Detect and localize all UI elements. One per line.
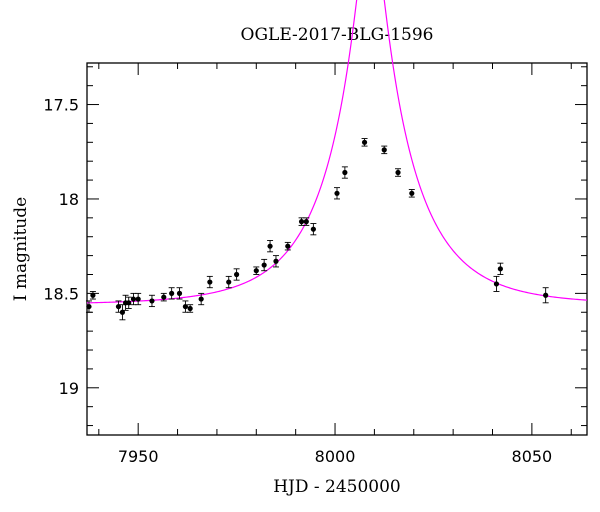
data-point (303, 217, 310, 226)
point-marker (395, 169, 401, 176)
data-point (233, 268, 240, 281)
point-marker (234, 271, 240, 278)
axis-ticks (87, 63, 587, 435)
y-tick-label: 17.5 (43, 96, 79, 115)
data-point (341, 166, 348, 179)
x-tick-label: 7950 (118, 447, 159, 466)
point-marker (285, 243, 291, 249)
data-point (187, 304, 194, 313)
data-point (408, 189, 415, 198)
y-tick-label: 18.5 (43, 284, 79, 303)
data-point (284, 241, 291, 251)
data-point (85, 300, 92, 313)
point-marker (303, 219, 309, 225)
data-point (135, 292, 142, 306)
point-marker (261, 262, 267, 268)
data-point (310, 223, 317, 236)
point-marker (149, 298, 155, 304)
data-point (267, 240, 274, 253)
data-point (298, 217, 305, 226)
point-marker (135, 296, 141, 302)
point-marker (86, 303, 92, 310)
x-tick-label: 8050 (512, 447, 553, 466)
point-marker (207, 279, 213, 285)
data-point (542, 287, 549, 304)
data-point (148, 294, 155, 308)
data-point (334, 187, 340, 200)
y-tick-label: 18 (59, 190, 79, 209)
point-marker (187, 305, 193, 312)
point-marker (310, 226, 316, 232)
point-marker (409, 190, 415, 196)
point-marker (226, 279, 232, 285)
data-point (182, 300, 189, 313)
point-marker (198, 296, 204, 302)
y-tick-label: 19 (59, 379, 79, 398)
data-point (395, 168, 402, 177)
model-fit-curve (86, 0, 588, 304)
x-tick-labels: 7950 8000 8050 (118, 447, 552, 466)
data-point (497, 262, 504, 275)
point-marker (253, 268, 259, 274)
point-marker (115, 303, 122, 310)
data-point (261, 258, 268, 272)
data-point (225, 275, 232, 289)
data-point (176, 287, 183, 300)
y-tick-labels: 17.5 18 18.5 19 (43, 96, 79, 398)
x-tick-label: 8000 (315, 447, 356, 466)
data-point (272, 255, 279, 268)
point-marker (169, 290, 175, 296)
point-marker (381, 147, 387, 153)
point-marker (273, 258, 279, 264)
point-marker (497, 266, 503, 272)
point-marker (267, 243, 273, 249)
data-point (168, 287, 175, 300)
x-axis-label: HJD - 2450000 (273, 477, 401, 497)
data-point (130, 292, 137, 306)
data-point (361, 138, 368, 147)
point-marker (361, 139, 368, 145)
point-marker (130, 296, 137, 302)
plot-frame (86, 62, 588, 436)
data-point (253, 266, 260, 275)
data-point (89, 291, 96, 300)
data-points (85, 138, 549, 321)
point-marker (342, 169, 348, 176)
data-point (198, 292, 205, 306)
data-point (493, 275, 500, 292)
chart-title: OGLE-2017-BLG-1596 (241, 25, 434, 45)
y-axis-label: I magnitude (11, 197, 31, 301)
point-marker (182, 303, 189, 310)
point-marker (334, 190, 340, 196)
data-point (160, 292, 167, 302)
data-point (381, 145, 388, 155)
point-marker (176, 290, 183, 296)
point-marker (126, 300, 132, 306)
point-marker (161, 294, 167, 300)
point-marker (493, 281, 500, 287)
point-marker (298, 219, 305, 225)
data-point (119, 304, 126, 321)
data-point (206, 275, 213, 289)
point-marker (119, 309, 126, 315)
data-point (125, 296, 132, 309)
point-marker (543, 292, 549, 298)
point-marker (90, 292, 96, 298)
